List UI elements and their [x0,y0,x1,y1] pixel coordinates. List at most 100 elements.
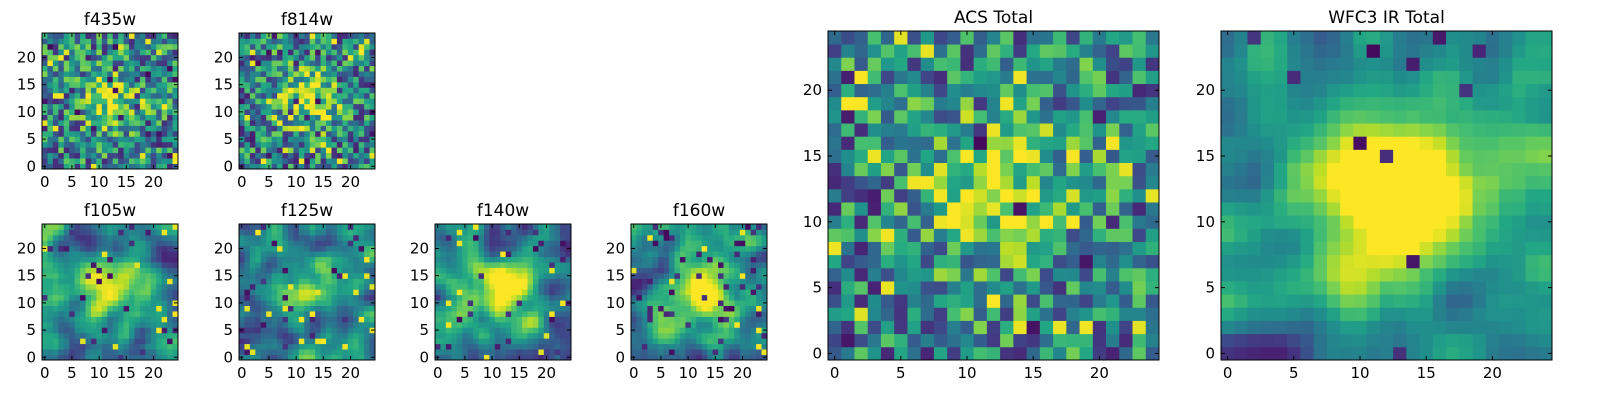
heatmap-cell [298,327,305,334]
heatmap-cell [636,338,643,345]
heatmap-cell [369,38,376,45]
heatmap-cell [326,152,332,159]
heatmap-cell [739,234,746,241]
heatmap-cell [854,320,869,335]
heatmap-cell [336,87,343,94]
heatmap-cell [494,278,501,285]
heatmap-cell [478,300,485,306]
heatmap-cell [266,251,273,258]
heatmap-cell [74,354,81,361]
heatmap-cell [1119,281,1133,295]
heatmap-cell [42,65,48,72]
heatmap-cell [1273,241,1288,256]
heatmap-cell [156,65,163,72]
heatmap-cell [690,283,697,290]
heatmap-cell [172,125,179,132]
heatmap-cell [467,272,474,279]
heatmap-cell [685,300,692,306]
heatmap-cell [1013,254,1027,269]
heatmap-cell [112,49,119,56]
heatmap-cell [894,149,908,163]
heatmap-cell [342,311,349,317]
heatmap-cell [315,54,321,61]
heatmap-cell [462,229,469,236]
heatmap-cell [304,240,311,247]
heatmap-cell [1092,346,1107,361]
heatmap-cell [145,141,152,148]
heatmap-cell [320,289,327,296]
heatmap-cell [47,338,54,345]
heatmap-cell [129,224,135,230]
heatmap-cell [156,262,163,268]
heatmap-cell [560,267,566,274]
heatmap-cell [293,114,300,121]
heatmap-cell [565,278,572,285]
heatmap-cell [331,49,338,56]
heatmap-cell [1287,346,1301,361]
heatmap-cell [1472,215,1487,229]
heatmap-cell [867,136,882,150]
heatmap-cell [663,343,670,350]
heatmap-cell [145,81,152,88]
heatmap-cell [107,305,114,312]
heatmap-cell [1132,149,1147,163]
heatmap-cell [543,294,550,301]
heatmap-cell [134,141,141,148]
heatmap-cell [353,54,360,61]
heatmap-cell [112,54,119,61]
heatmap-cell [255,278,262,285]
heatmap-cell [947,320,961,335]
heatmap-cell [728,240,735,247]
heatmap-cell [249,262,256,268]
heatmap-cell [369,311,376,317]
heatmap-cell [1119,109,1133,124]
heatmap-cell [1379,346,1394,361]
heatmap-cell [58,316,65,323]
heatmap-cell [47,43,54,50]
heatmap-cell [1538,346,1553,361]
heatmap-cell [287,71,294,77]
heatmap-cell [69,109,76,115]
x-tick-label: 15 [1024,364,1043,382]
heatmap-cell [440,267,447,274]
heatmap-cell [1119,96,1133,111]
heatmap-cell [483,321,490,328]
heatmap-cell [522,240,528,247]
heatmap-cell [271,60,278,67]
heatmap-cell [907,188,922,203]
heatmap-cell [1353,307,1368,321]
heatmap-cell [85,256,92,263]
heatmap-cell [756,272,762,279]
heatmap-cell [244,120,251,126]
heatmap-cell [560,251,566,258]
heatmap-cell [1079,228,1094,242]
heatmap-cell [331,38,338,45]
heatmap-cell [69,76,76,83]
heatmap-cell [118,43,124,50]
heatmap-cell [1026,320,1041,335]
heatmap-cell [85,229,92,236]
heatmap-cell [353,349,360,355]
heatmap-cell [1260,267,1275,282]
heatmap-cell [112,114,119,121]
heatmap-cell [756,283,762,290]
heatmap-cell [90,234,97,241]
heatmap-cell [172,38,179,45]
heatmap-cell [894,202,908,216]
heatmap-cell [129,343,135,350]
heatmap-cell [1260,188,1275,203]
heatmap-cell [347,54,354,61]
heatmap-cell [326,272,332,279]
heatmap-cell [172,147,179,154]
heatmap-cell [52,283,59,290]
heatmap-cell [933,96,948,111]
heatmap-cell [841,96,855,111]
heatmap-cell [696,229,703,236]
heatmap-cell [298,283,305,290]
heatmap-cell [445,311,452,317]
heatmap-cell [304,43,311,50]
heatmap-cell [1525,162,1540,177]
heatmap-cell [1446,346,1460,361]
heatmap-cell [293,283,300,290]
heatmap-cell [156,245,163,252]
